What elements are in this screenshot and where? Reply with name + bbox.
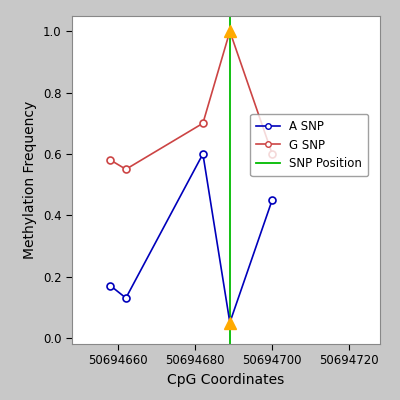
Legend: A SNP, G SNP, SNP Position: A SNP, G SNP, SNP Position [250,114,368,176]
Y-axis label: Methylation Frequency: Methylation Frequency [24,101,38,259]
X-axis label: CpG Coordinates: CpG Coordinates [167,373,285,387]
